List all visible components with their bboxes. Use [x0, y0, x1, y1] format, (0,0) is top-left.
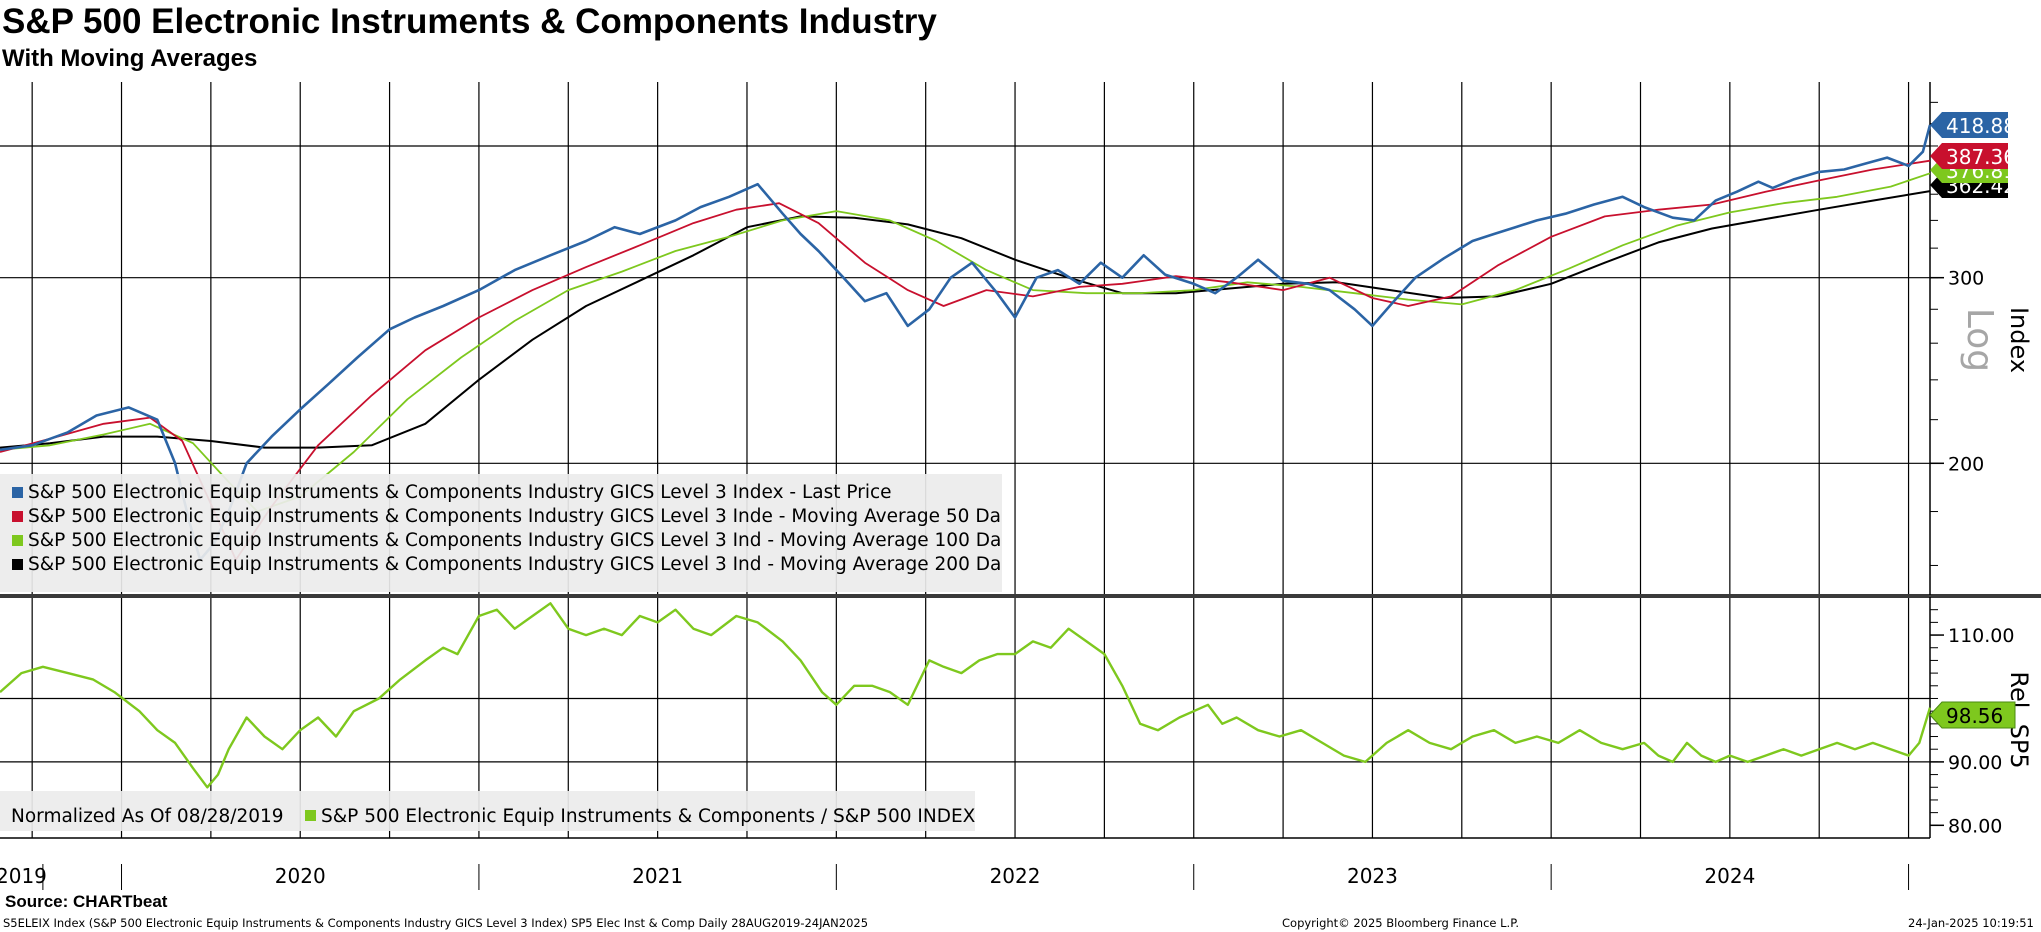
- log-scale-label: Log: [1959, 308, 2000, 372]
- x-tick-label: 2021: [632, 864, 683, 888]
- x-tick-label: 2024: [1704, 864, 1755, 888]
- last-price-line: [0, 124, 1932, 562]
- x-tick-label: 2023: [1347, 864, 1398, 888]
- legend-swatch: [12, 535, 23, 546]
- relative-performance-line: [0, 602, 1932, 789]
- legend-swatch: [305, 810, 316, 821]
- x-tick-label: 2020: [275, 864, 326, 888]
- footer-copyright: Copyright© 2025 Bloomberg Finance L.P.: [1282, 916, 1519, 930]
- y-tick-label: 80.00: [1948, 815, 2002, 837]
- source-label: Source: CHARTbeat: [5, 892, 168, 911]
- y-tick-label: 110.00: [1948, 625, 2014, 647]
- footer-description: S5ELEIX Index (S&P 500 Electronic Equip …: [3, 916, 869, 930]
- lower-legend-box: [0, 791, 975, 831]
- x-tick-label: 2022: [990, 864, 1041, 888]
- legend-swatch: [12, 511, 23, 522]
- ma200-line: [0, 190, 1931, 449]
- last-value-tag: [1930, 112, 2008, 138]
- upper-legend-box: [0, 474, 1002, 592]
- last-value-label: 418.88: [1946, 114, 2016, 138]
- legend-label: S&P 500 Electronic Equip Instruments & C…: [28, 506, 1001, 527]
- y-tick-label: 200: [1948, 453, 1984, 475]
- last-value-tag: [1930, 143, 2008, 169]
- legend-label: Normalized As Of 08/28/2019: [11, 806, 284, 827]
- legend-label: S&P 500 Electronic Equip Instruments & C…: [28, 554, 1001, 575]
- chart-subtitle: With Moving Averages: [2, 45, 258, 72]
- y-axis-title: Index: [2005, 307, 2033, 373]
- legend-label: S&P 500 Electronic Equip Instruments & C…: [28, 530, 1001, 551]
- last-value-tag: [1929, 701, 2016, 729]
- x-tick-label: 2019: [0, 864, 47, 888]
- y-tick-label: 90.00: [1948, 752, 2002, 774]
- legend-label: S&P 500 Electronic Equip Instruments & C…: [28, 482, 892, 503]
- chart-title: S&P 500 Electronic Instruments & Compone…: [2, 2, 937, 41]
- legend-label: S&P 500 Electronic Equip Instruments & C…: [321, 806, 976, 827]
- legend-swatch: [12, 487, 23, 498]
- panel-separator: [0, 594, 2041, 598]
- last-value-label: 387.36: [1946, 145, 2016, 169]
- y-tick-label: 300: [1948, 268, 1984, 290]
- last-value-label: 98.56: [1946, 704, 2003, 728]
- legend-swatch: [12, 559, 23, 570]
- footer-timestamp: 24-Jan-2025 10:19:51: [1908, 916, 2034, 930]
